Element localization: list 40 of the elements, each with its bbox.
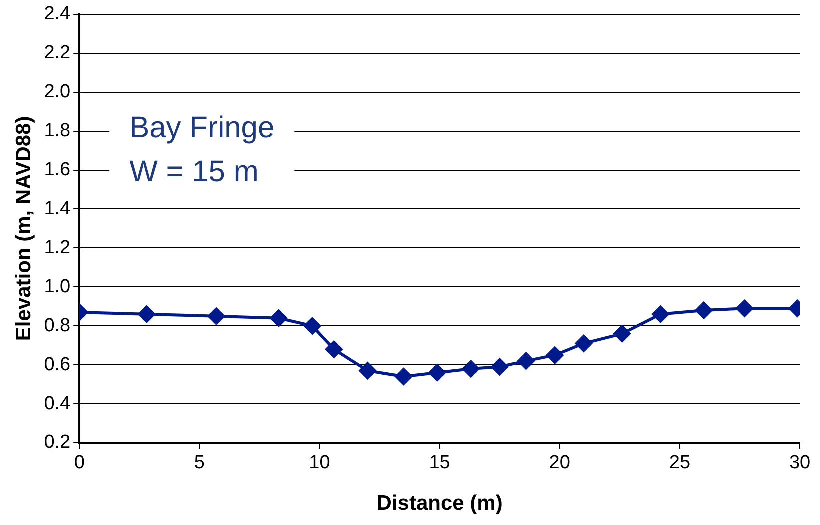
- point: [326, 340, 343, 358]
- y-tick-label: 1.8: [44, 120, 71, 142]
- point: [359, 362, 376, 380]
- point: [138, 306, 156, 323]
- point: [428, 364, 446, 382]
- point: [208, 308, 225, 325]
- x-tick-label: 20: [549, 452, 570, 474]
- y-tick-label: 0.2: [44, 432, 71, 454]
- x-tick-label: 30: [789, 452, 811, 474]
- point: [546, 346, 564, 364]
- annotation: W = 15 m: [130, 156, 259, 189]
- point: [736, 300, 754, 318]
- y-tick-label: 0.4: [44, 393, 72, 414]
- x-tick-label: 10: [309, 452, 330, 474]
- x-tick-label: 5: [194, 452, 205, 474]
- y-tick-label: 2.2: [44, 42, 71, 64]
- point: [462, 360, 480, 378]
- annotation: Bay Fringe: [130, 112, 275, 145]
- y-tick-label: 0.8: [44, 315, 71, 336]
- point: [614, 325, 631, 342]
- x-tick-label: 15: [429, 452, 450, 474]
- x-axis-title: Distance (m): [376, 492, 503, 516]
- point: [395, 368, 412, 386]
- y-tick-label: 1.6: [44, 159, 71, 180]
- x-tick-label: 0: [74, 452, 85, 474]
- y-tick-label: 2.4: [44, 4, 72, 25]
- point: [518, 352, 535, 370]
- y-tick-label: 1.2: [44, 237, 71, 258]
- y-tick-label: 1.4: [44, 198, 72, 220]
- y-tick-label: 2.0: [44, 82, 71, 103]
- point: [304, 318, 322, 335]
- y-tick-label: 0.6: [44, 354, 71, 376]
- point: [491, 358, 508, 376]
- point: [270, 310, 288, 327]
- x-tick-label: 25: [669, 452, 691, 474]
- point: [695, 302, 712, 320]
- y-axis-title: Elevation (m, NAVD88): [12, 116, 36, 342]
- y-tick-label: 1.0: [44, 276, 71, 298]
- point: [575, 335, 592, 352]
- point: [652, 306, 670, 323]
